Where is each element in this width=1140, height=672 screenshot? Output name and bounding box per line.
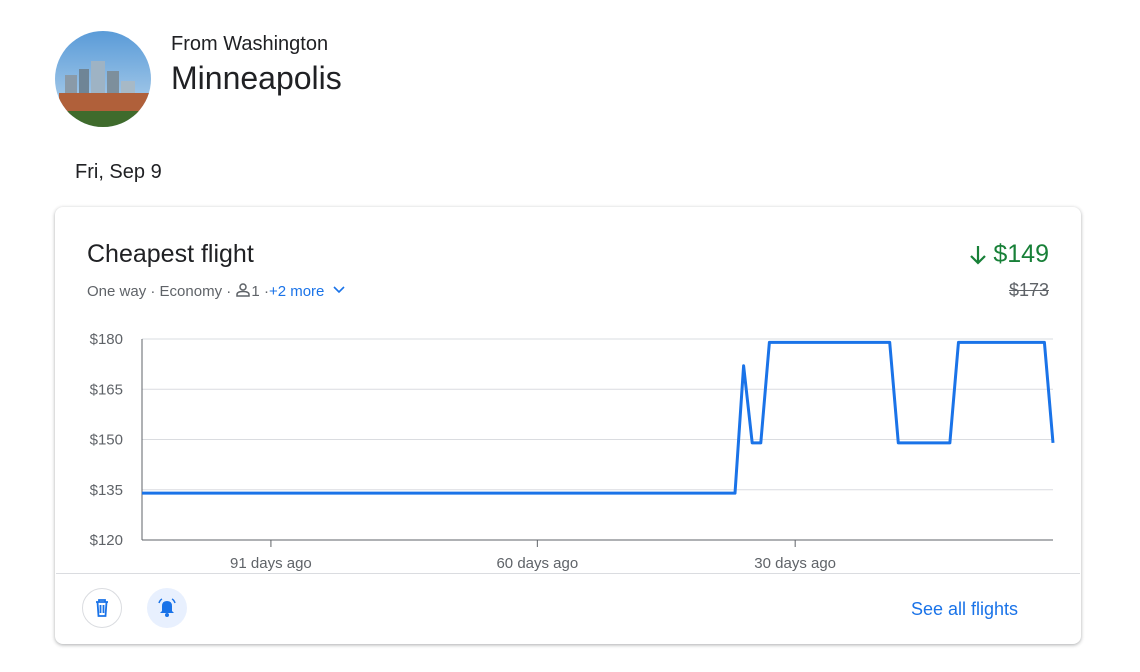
- alert-button[interactable]: [147, 588, 187, 628]
- old-price: $173: [1008, 280, 1049, 300]
- delete-button[interactable]: [82, 588, 122, 628]
- destination: Minneapolis: [171, 60, 342, 96]
- passengers: 1: [251, 283, 260, 300]
- more-label[interactable]: +2 more: [268, 283, 325, 300]
- divider: [56, 573, 1080, 574]
- y-tick-label: $165: [90, 381, 123, 398]
- x-tick-label: 60 days ago: [496, 555, 578, 572]
- more-options[interactable]: +2 more: [269, 283, 347, 300]
- date: Fri, Sep 9: [75, 161, 162, 183]
- chevron[interactable]: [329, 284, 347, 296]
- separator: ·: [150, 283, 156, 300]
- x-tick-label: 30 days ago: [754, 555, 836, 572]
- y-tick-label: $120: [90, 532, 123, 549]
- separator: ·: [263, 283, 269, 300]
- y-tick-label: $150: [90, 432, 123, 449]
- person-icon: [236, 283, 251, 297]
- city-photo: [55, 31, 151, 127]
- x-tick-label: 91 days ago: [230, 555, 312, 572]
- y-tick-label: $180: [90, 331, 123, 348]
- card-title: Cheapest flight: [87, 240, 254, 268]
- price-line: [142, 340, 1055, 495]
- trip-type: One way: [87, 283, 147, 300]
- see-all-flights[interactable]: See all flights: [911, 599, 1019, 619]
- origin: From Washington: [171, 33, 329, 55]
- card: [55, 207, 1081, 644]
- current-price: $149: [993, 240, 1049, 268]
- price-down-icon: [970, 246, 986, 265]
- cabin: Economy: [159, 283, 223, 300]
- bell-icon[interactable]: [147, 588, 187, 628]
- separator: ·: [226, 283, 232, 300]
- trip-details: One way · Economy · 1 ·+2 more: [87, 283, 347, 300]
- y-tick-label: $135: [90, 482, 123, 499]
- trash-icon[interactable]: [83, 589, 121, 627]
